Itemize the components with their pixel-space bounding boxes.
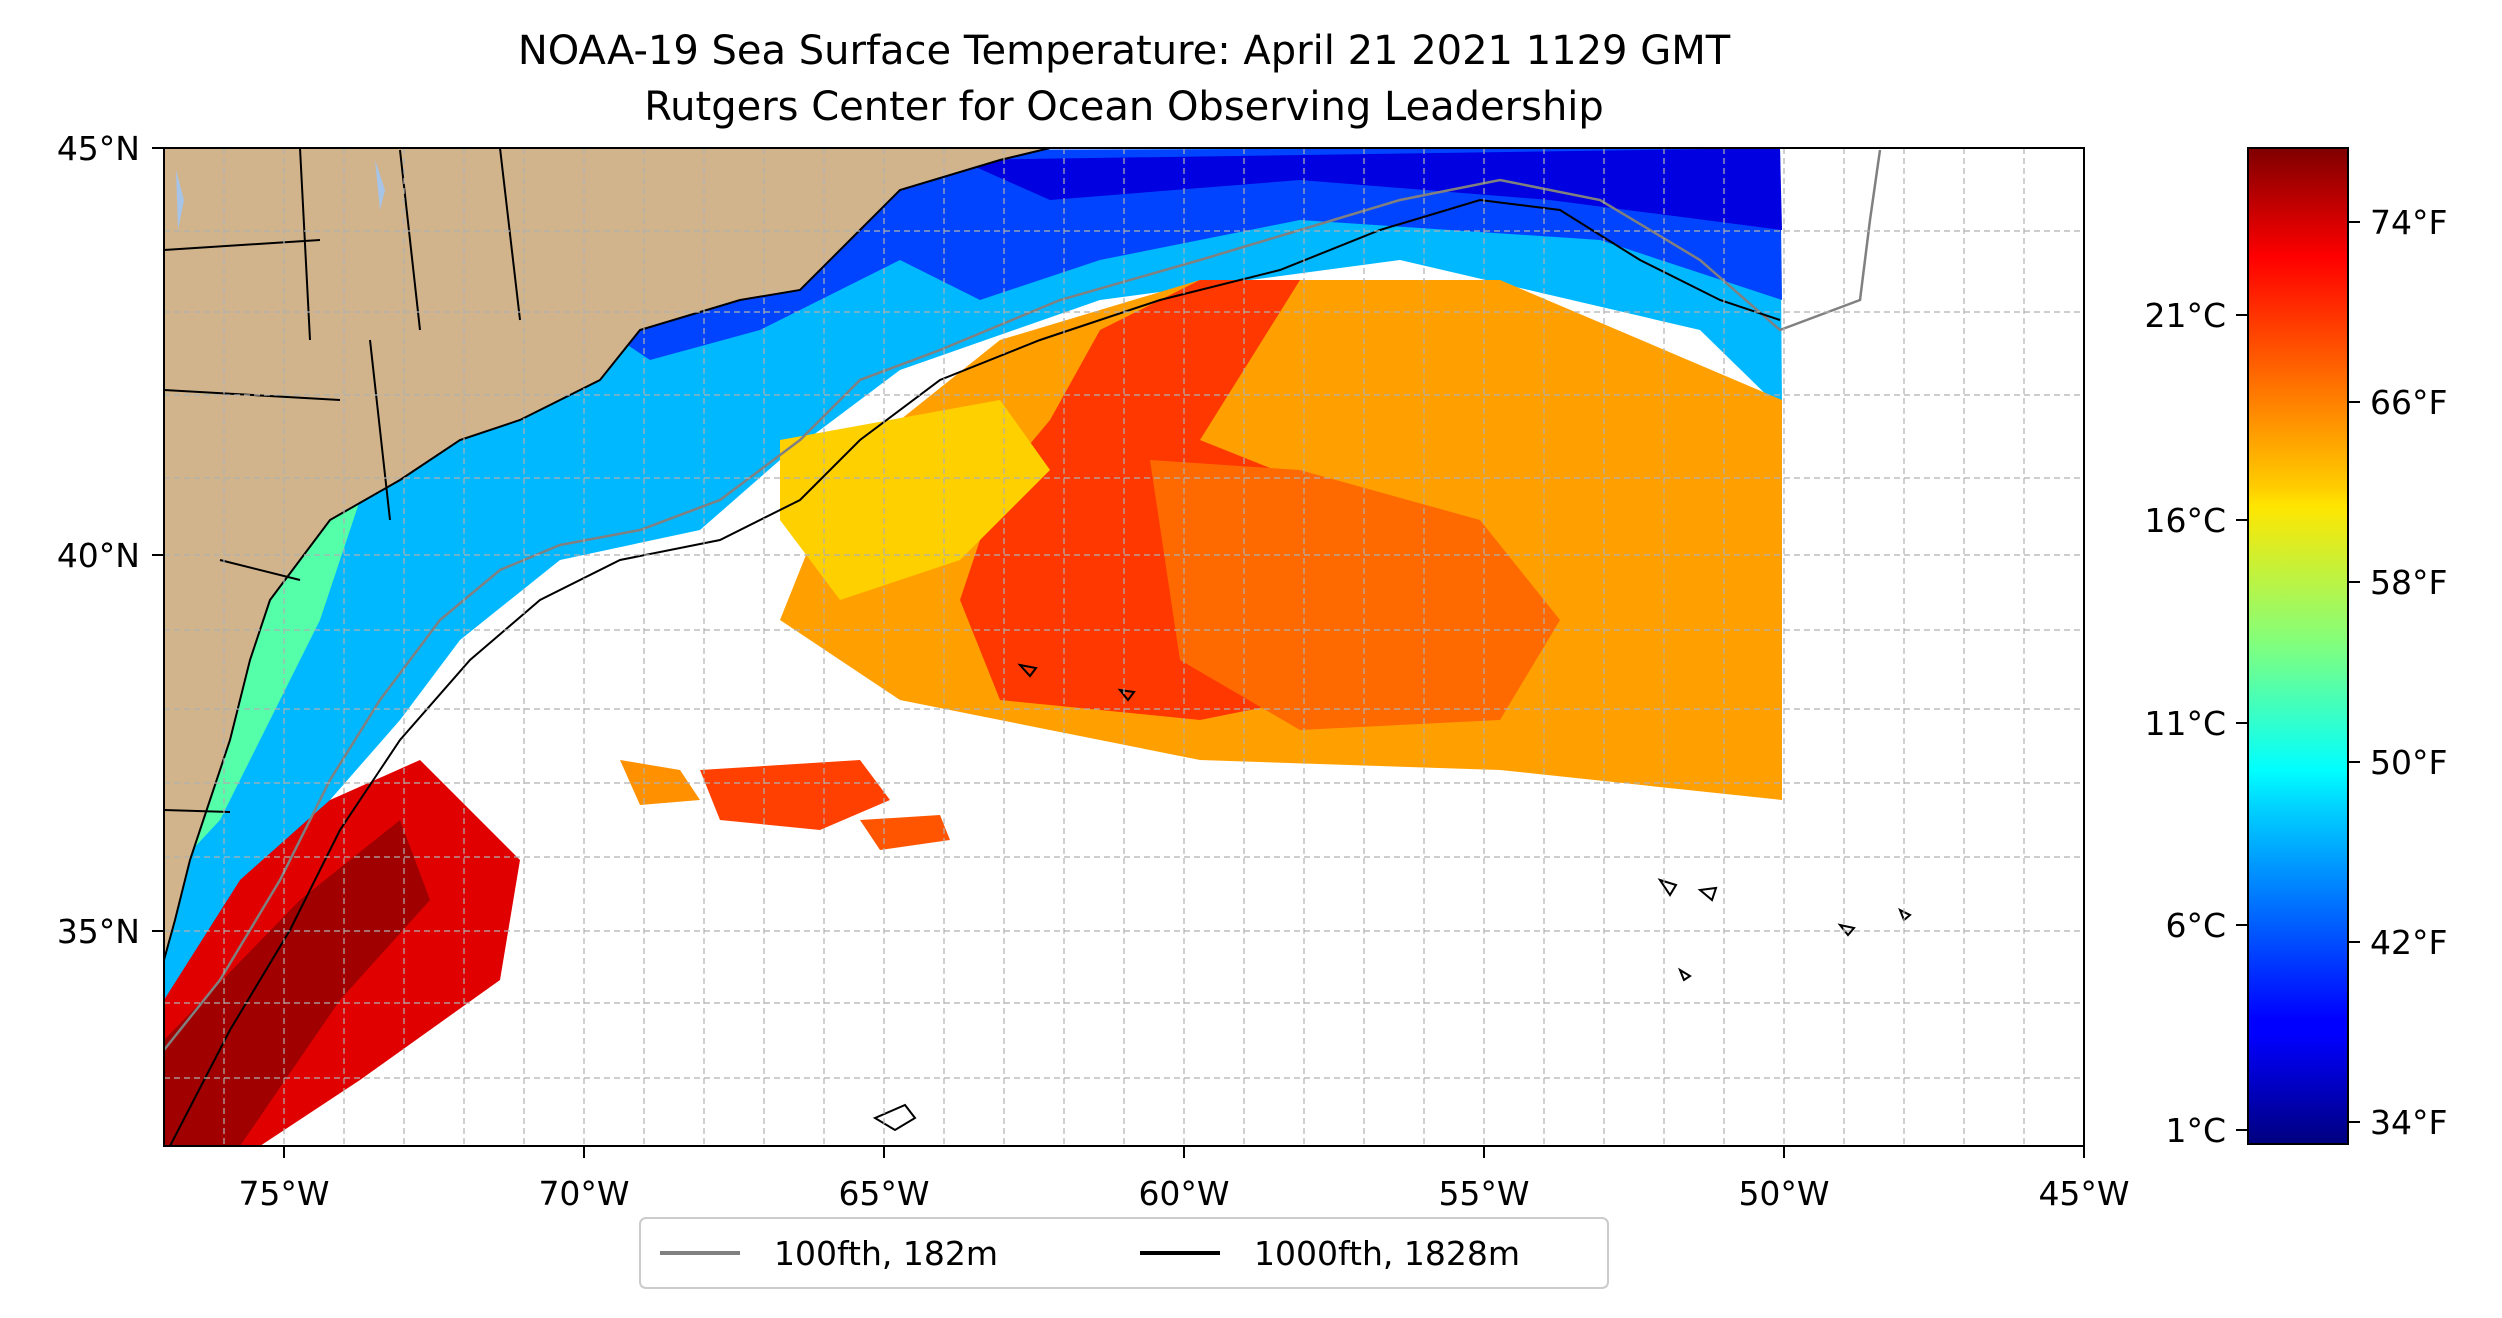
legend-label-100fth: 100fth, 182m xyxy=(774,1234,998,1273)
colorbar-celsius-labels: 1°C 6°C 11°C 16°C 21°C xyxy=(2144,296,2226,1150)
lat-tick-label: 35°N xyxy=(57,912,140,951)
colorbar xyxy=(2247,147,2349,1145)
lon-tick-label: 45°W xyxy=(2038,1174,2129,1213)
fahrenheit-tick: 66°F xyxy=(2370,383,2447,422)
lat-tick-label: 40°N xyxy=(57,536,140,575)
lon-tick-label: 50°W xyxy=(1738,1174,1829,1213)
fahrenheit-tick: 58°F xyxy=(2370,563,2447,602)
map-title: NOAA-19 Sea Surface Temperature: April 2… xyxy=(517,28,1731,74)
lon-ticks xyxy=(283,1146,2085,1158)
legend-box xyxy=(639,1217,1609,1289)
lon-tick-label: 75°W xyxy=(238,1174,329,1213)
lon-tick-label: 55°W xyxy=(1438,1174,1529,1213)
map-area[interactable] xyxy=(164,148,2084,1146)
fahrenheit-tick: 50°F xyxy=(2370,743,2447,782)
lat-tick-labels: 45°N 40°N 35°N xyxy=(57,129,140,951)
isobath-1000fth xyxy=(169,198,1781,1146)
state-borders xyxy=(164,148,521,813)
map-subtitle: Rutgers Center for Ocean Observing Leade… xyxy=(644,84,1604,130)
celsius-tick: 16°C xyxy=(2144,501,2226,540)
fahrenheit-tick: 74°F xyxy=(2370,203,2447,242)
gridlines xyxy=(164,148,2084,1146)
lat-ticks xyxy=(152,147,164,932)
fahrenheit-tick: 42°F xyxy=(2370,923,2447,962)
lon-tick-label: 60°W xyxy=(1138,1174,1229,1213)
lake xyxy=(375,160,385,210)
lat-tick-label: 45°N xyxy=(57,129,140,168)
lon-tick-label: 70°W xyxy=(538,1174,629,1213)
isobath-100fth xyxy=(164,149,1882,1051)
celsius-tick: 21°C xyxy=(2144,296,2226,335)
seamounts xyxy=(872,663,1912,1132)
celsius-tick: 6°C xyxy=(2165,906,2226,945)
legend: 100fth, 182m 1000fth, 1828m xyxy=(639,1217,1609,1289)
lon-tick-labels: 75°W 70°W 65°W 60°W 55°W 50°W 45°W xyxy=(238,1174,2129,1213)
fahrenheit-tick: 34°F xyxy=(2370,1103,2447,1142)
celsius-tick: 1°C xyxy=(2165,1111,2226,1150)
celsius-tick: 11°C xyxy=(2144,704,2226,743)
legend-label-1000fth: 1000fth, 1828m xyxy=(1254,1234,1520,1273)
lake xyxy=(176,170,184,230)
coastline xyxy=(164,148,1051,961)
colorbar-fahrenheit-labels: 34°F 42°F 50°F 58°F 66°F 74°F xyxy=(2370,203,2447,1142)
map-frame xyxy=(163,147,2085,1147)
land xyxy=(164,148,1050,960)
lon-tick-label: 65°W xyxy=(838,1174,929,1213)
colorbar-ticks xyxy=(2236,221,2360,1131)
